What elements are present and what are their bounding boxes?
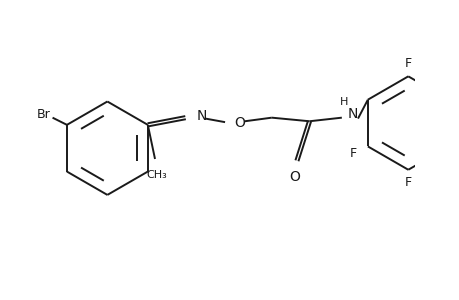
Text: N: N [347, 107, 357, 121]
Text: CH₃: CH₃ [146, 170, 167, 180]
Text: F: F [349, 147, 356, 160]
Text: O: O [234, 116, 244, 130]
Text: O: O [289, 170, 300, 184]
Text: F: F [404, 176, 411, 189]
Text: N: N [196, 109, 206, 123]
Text: F: F [404, 57, 411, 70]
Text: H: H [339, 97, 347, 107]
Text: Br: Br [37, 108, 50, 121]
